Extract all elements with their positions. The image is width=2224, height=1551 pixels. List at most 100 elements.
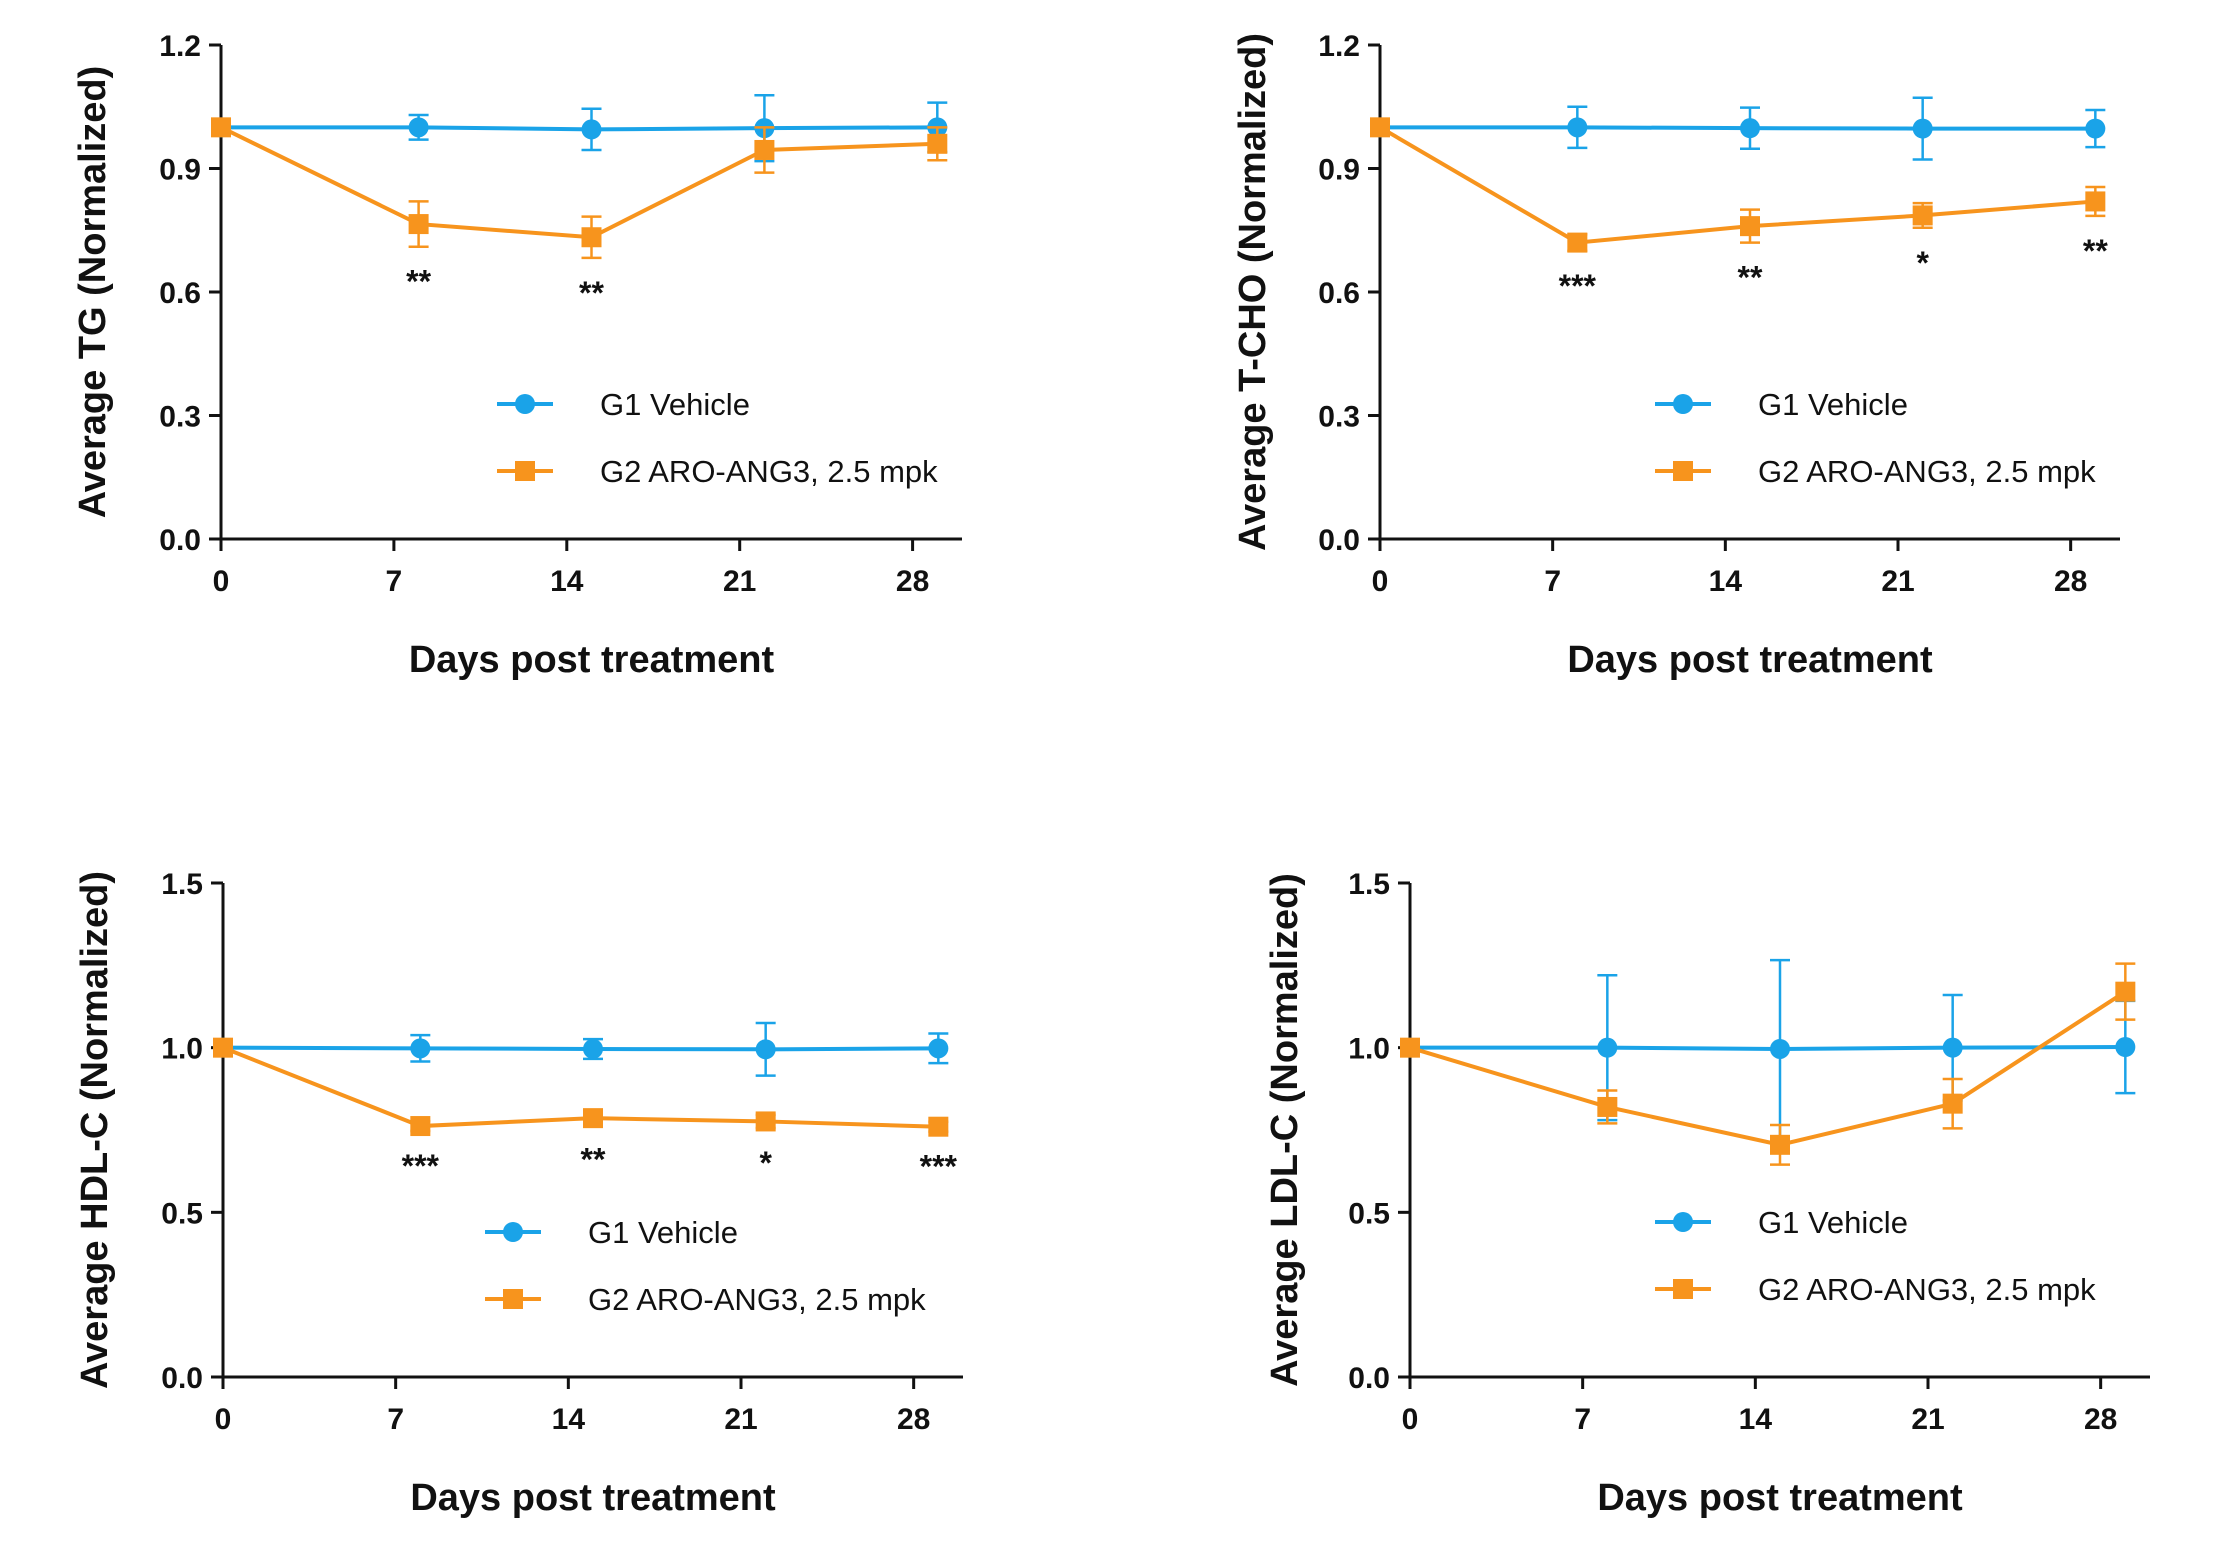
series-vehicle bbox=[211, 93, 948, 163]
x-tick-label: 21 bbox=[1881, 565, 1914, 598]
x-tick-label: 7 bbox=[386, 565, 403, 598]
series-line bbox=[1409, 990, 2127, 1147]
legend-label: G1 Vehicle bbox=[1758, 1205, 1908, 1240]
series-line bbox=[221, 125, 938, 132]
series-treated bbox=[211, 117, 948, 260]
data-point bbox=[2085, 118, 2106, 139]
y-tick-label: 0.0 bbox=[1318, 524, 1360, 557]
data-point bbox=[213, 1037, 233, 1058]
data-point bbox=[2115, 981, 2136, 1002]
x-tick-label: 28 bbox=[2054, 565, 2087, 598]
x-tick-label: 14 bbox=[552, 1403, 586, 1436]
legend-marker bbox=[503, 1222, 523, 1242]
series-line bbox=[222, 1045, 939, 1129]
x-tick-label: 28 bbox=[896, 565, 929, 598]
significance-label: ** bbox=[406, 264, 431, 300]
legend-marker bbox=[515, 461, 535, 481]
y-tick-label: 1.2 bbox=[159, 30, 201, 63]
series-line bbox=[1378, 125, 2096, 245]
legend: G1 Vehicle G2 ARO-ANG3, 2.5 mpk bbox=[497, 387, 938, 489]
x-tick-label: 14 bbox=[1709, 565, 1743, 598]
x-axis-title: Days post treatment bbox=[410, 1477, 776, 1519]
y-tick-label: 0.0 bbox=[1348, 1362, 1390, 1395]
x-axis-title: Days post treatment bbox=[1567, 639, 1933, 681]
data-point bbox=[1740, 216, 1760, 237]
data-point bbox=[1770, 1038, 1790, 1059]
data-point bbox=[408, 214, 429, 235]
x-tick-label: 21 bbox=[723, 565, 756, 598]
x-tick-label: 7 bbox=[387, 1403, 404, 1436]
data-point bbox=[1942, 1037, 1963, 1058]
legend-marker bbox=[1673, 1279, 1693, 1299]
x-tick-label: 0 bbox=[1372, 565, 1389, 598]
x-tick-label: 21 bbox=[1911, 1403, 1944, 1436]
series-treated bbox=[1370, 117, 2106, 253]
data-point bbox=[408, 117, 429, 138]
data-point bbox=[755, 1111, 776, 1132]
y-tick-label: 0.6 bbox=[1318, 277, 1360, 310]
legend-label: G1 Vehicle bbox=[588, 1215, 738, 1250]
data-point bbox=[928, 1116, 949, 1137]
x-tick-label: 0 bbox=[1402, 1403, 1419, 1436]
series-treated bbox=[213, 1037, 949, 1137]
x-tick-label: 0 bbox=[215, 1403, 232, 1436]
legend-marker bbox=[1673, 461, 1693, 481]
chart-panel-2: 0.0 0.3 0.6 0.9 1.2 0 7 14 21 28 Days post treatme… bbox=[1232, 30, 2120, 681]
significance-label: ** bbox=[579, 275, 604, 311]
legend: G1 Vehicle G2 ARO-ANG3, 2.5 mpk bbox=[1655, 387, 2096, 489]
y-tick-label: 0.9 bbox=[1318, 154, 1360, 187]
y-tick-label: 0.9 bbox=[159, 154, 201, 187]
data-point bbox=[1400, 1037, 1420, 1058]
y-axis-title: Average LDL-C (Normalized) bbox=[1264, 873, 1306, 1387]
data-point bbox=[2085, 191, 2106, 212]
y-axis-title: Average TG (Normalized) bbox=[72, 66, 114, 519]
y-tick-label: 1.2 bbox=[1318, 30, 1360, 63]
data-point bbox=[1567, 117, 1588, 138]
data-point bbox=[1370, 117, 1390, 138]
data-point bbox=[1942, 1093, 1963, 1114]
data-point bbox=[581, 119, 602, 140]
data-point bbox=[1912, 205, 1933, 226]
data-point bbox=[583, 1038, 603, 1059]
significance-label: *** bbox=[402, 1148, 440, 1184]
significance-label: * bbox=[759, 1145, 772, 1181]
data-point bbox=[410, 1038, 431, 1059]
x-tick-label: 14 bbox=[1739, 1403, 1773, 1436]
data-point bbox=[410, 1116, 431, 1137]
series-line bbox=[222, 1045, 939, 1052]
data-point bbox=[581, 227, 602, 248]
y-axis-title: Average HDL-C (Normalized) bbox=[74, 871, 116, 1389]
legend-label: G2 ARO-ANG3, 2.5 mpk bbox=[1758, 454, 2096, 489]
legend-label: G2 ARO-ANG3, 2.5 mpk bbox=[600, 454, 938, 489]
series-line bbox=[1380, 125, 2096, 131]
y-tick-label: 0.5 bbox=[161, 1197, 203, 1230]
legend: G1 Vehicle G2 ARO-ANG3, 2.5 mpk bbox=[1655, 1205, 2096, 1307]
data-point bbox=[754, 139, 775, 160]
data-point bbox=[583, 1108, 603, 1129]
x-tick-label: 7 bbox=[1574, 1403, 1591, 1436]
series-vehicle bbox=[1400, 958, 2136, 1140]
x-tick-label: 28 bbox=[897, 1403, 930, 1436]
data-point bbox=[1567, 232, 1588, 253]
y-tick-label: 1.0 bbox=[1348, 1033, 1390, 1066]
data-point bbox=[755, 1039, 776, 1060]
x-axis-title: Days post treatment bbox=[409, 639, 775, 681]
chart-panel-4: 0.0 0.5 1.0 1.5 0 7 14 21 28 Days post treatment A… bbox=[1264, 868, 2150, 1519]
data-point bbox=[927, 133, 948, 154]
significance-label: ** bbox=[581, 1142, 606, 1178]
x-axis-title: Days post treatment bbox=[1597, 1477, 1963, 1519]
data-point bbox=[1912, 118, 1933, 139]
y-tick-label: 1.5 bbox=[161, 868, 203, 901]
series-line bbox=[220, 125, 938, 240]
legend-label: G2 ARO-ANG3, 2.5 mpk bbox=[1758, 1272, 2096, 1307]
series-line bbox=[1410, 1045, 2126, 1051]
x-tick-label: 7 bbox=[1544, 565, 1561, 598]
x-tick-label: 28 bbox=[2084, 1403, 2117, 1436]
series-vehicle bbox=[1370, 96, 2106, 161]
y-tick-label: 0.3 bbox=[1318, 401, 1360, 434]
y-tick-label: 1.5 bbox=[1348, 868, 1390, 901]
x-tick-label: 14 bbox=[550, 565, 584, 598]
y-tick-label: 0.0 bbox=[161, 1362, 203, 1395]
data-point bbox=[2115, 1037, 2136, 1058]
